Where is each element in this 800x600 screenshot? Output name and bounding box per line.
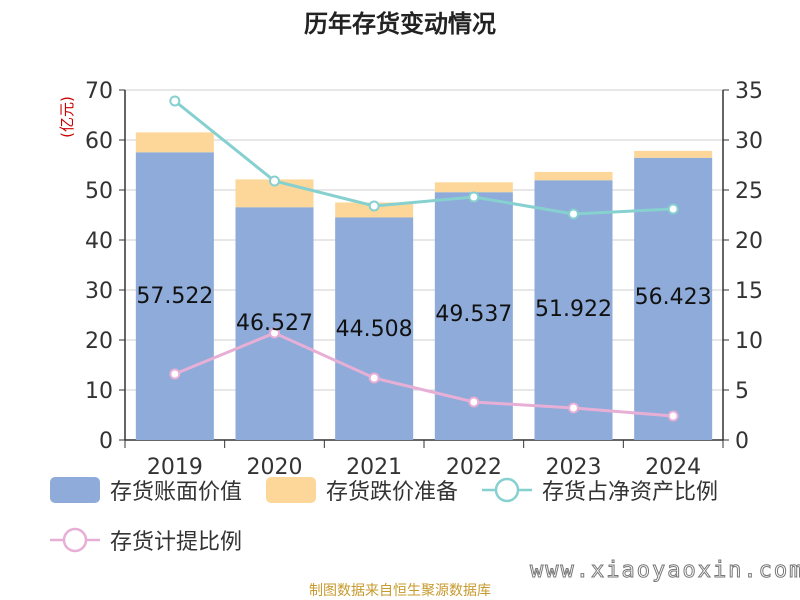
left-axis-tick-label: 40: [85, 229, 113, 254]
inventory-chart: 0 10 20 30 40 50 60 70 0 5 10 15 20 25 30 35 (亿元) 2019 202…: [58, 79, 763, 480]
bar-book-value: [235, 207, 314, 440]
legend-label-book-value: 存货账面价值: [110, 480, 243, 505]
x-axis-tick-label: 2021: [346, 455, 402, 480]
legend-swatch-reserve: [266, 477, 317, 503]
chart-title: 历年存货变动情况: [304, 10, 496, 38]
legend-label-provision-ratio: 存货计提比例: [110, 530, 243, 555]
bar-value-label: 49.537: [435, 302, 512, 327]
left-axis-tick-label: 20: [85, 329, 113, 354]
left-axis-tick-label: 70: [85, 79, 113, 104]
right-axis-tick-label: 20: [735, 229, 763, 254]
left-axis-tick-label: 50: [85, 179, 113, 204]
ratio-net-assets-point: [368, 200, 380, 212]
bar-reserve: [135, 132, 214, 153]
bar-book-value: [534, 180, 613, 440]
left-axis-tick-label: 60: [85, 129, 113, 154]
bar-value-label: 44.508: [336, 317, 413, 342]
chart-legend: 存货账面价值 存货跌价准备 存货占净资产比例 存货计提比例: [50, 472, 790, 572]
ratio-net-assets-point: [568, 208, 579, 220]
x-axis-tick-label: 2023: [546, 455, 602, 480]
bar-book-value: [335, 217, 414, 440]
ratio-net-assets-point: [269, 175, 280, 187]
legend-swatch-provision-ratio: [50, 527, 100, 553]
right-axis-tick-label: 30: [735, 129, 763, 154]
source-note: 制图数据来自恒生聚源数据库: [309, 583, 491, 599]
bar-book-value: [135, 152, 214, 440]
ratio-net-assets-point: [468, 191, 480, 203]
bar-reserve: [534, 171, 613, 181]
legend-swatch-book-value: [50, 477, 100, 503]
provision-ratio-point: [468, 396, 480, 408]
provision-ratio-point: [667, 410, 679, 422]
right-axis-tick-label: 10: [735, 329, 763, 354]
legend-swatch-ratio-net-assets: [482, 477, 533, 503]
provision-ratio-line: [174, 331, 674, 418]
legend-item-reserve: 存货跌价准备: [266, 474, 458, 506]
provision-ratio-point: [269, 327, 280, 339]
right-axis-tick-label: 15: [735, 279, 763, 304]
ratio-net-assets-point: [169, 95, 181, 107]
bar-reserve: [434, 182, 513, 193]
ratio-net-assets-line: [173, 99, 674, 216]
legend-label-ratio-net-assets: 存货占净资产比例: [542, 480, 719, 505]
right-axis-tick-label: 35: [735, 79, 763, 104]
left-axis-tick-label: 30: [85, 279, 113, 304]
x-axis-tick-label: 2019: [147, 455, 203, 480]
provision-ratio-point: [368, 372, 380, 384]
legend-item-provision-ratio: 存货计提比例: [50, 524, 242, 556]
left-axis-tick-label: 10: [85, 379, 113, 404]
x-axis-tick-label: 2022: [446, 455, 502, 480]
bar-value-label: 51.922: [535, 297, 612, 322]
right-axis-tick-label: 25: [735, 179, 763, 204]
x-axis-tick-label: 2020: [247, 455, 303, 480]
bar-reserve: [634, 150, 713, 158]
provision-ratio-point: [568, 402, 579, 414]
x-axis-tick-label: 2024: [645, 455, 701, 480]
left-axis-tick-label: 0: [99, 429, 113, 454]
left-axis-label: (亿元): [58, 96, 76, 138]
watermark: www.xiaoyaoxin.com: [529, 558, 800, 584]
legend-label-reserve: 存货跌价准备: [326, 480, 459, 505]
legend-item-ratio-net-assets: 存货占净资产比例: [482, 474, 718, 506]
bar-value-label: 46.527: [236, 311, 313, 336]
ratio-net-assets-point: [667, 203, 679, 215]
bar-value-label: 57.522: [136, 284, 213, 309]
provision-ratio-point: [169, 368, 181, 380]
right-axis-tick-label: 0: [735, 429, 749, 454]
right-axis-tick-label: 5: [735, 379, 749, 404]
legend-item-book-value: 存货账面价值: [50, 474, 242, 506]
bar-value-label: 56.423: [635, 285, 712, 310]
